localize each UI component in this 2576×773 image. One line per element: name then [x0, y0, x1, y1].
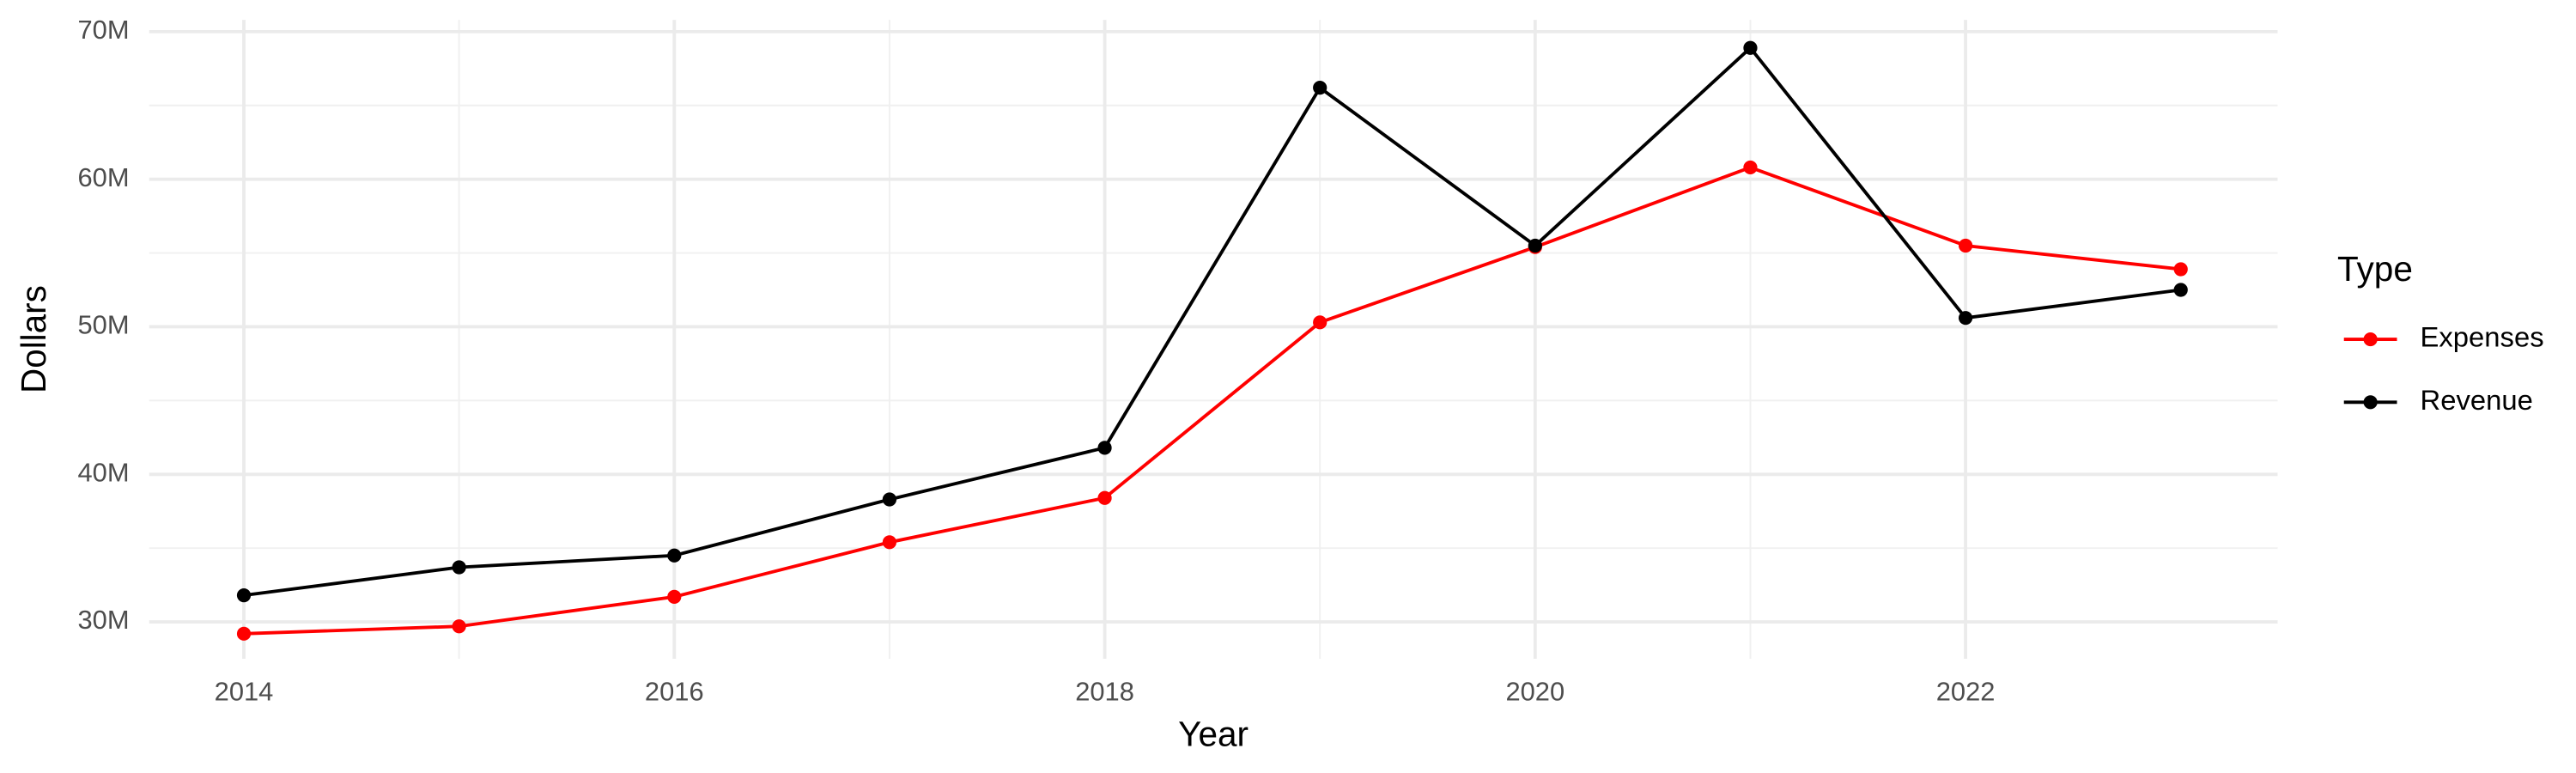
data-point [1958, 311, 1973, 326]
series-line [243, 45, 2181, 598]
data-point [452, 619, 466, 634]
data-point [1097, 490, 1112, 505]
data-point [882, 492, 897, 507]
x-tick-label: 2014 [215, 677, 274, 707]
y-tick-label: 50M [77, 310, 129, 340]
x-tick-label: 2016 [645, 677, 704, 707]
legend-label: Revenue [2421, 384, 2533, 416]
data-point [1313, 81, 1327, 95]
data-point [2173, 262, 2188, 277]
x-tick-label: 2018 [1075, 677, 1134, 707]
x-tick-label: 2022 [1936, 677, 1996, 707]
data-point [1528, 238, 1542, 253]
data-point [1743, 160, 1758, 175]
data-point [667, 548, 682, 563]
x-axis-title: Year [1178, 714, 1249, 753]
data-point [1743, 40, 1758, 55]
data-point [882, 535, 897, 550]
data-point [1313, 315, 1327, 330]
y-axis-title: Dollars [14, 285, 53, 393]
series-line [243, 165, 2181, 636]
legend-label: Expenses [2421, 321, 2544, 353]
data-point [2173, 283, 2188, 297]
legend-title: Type [2337, 249, 2413, 289]
legend-key-point [2363, 332, 2378, 347]
data-point [236, 626, 252, 641]
data-point [667, 589, 682, 604]
y-tick-label: 40M [77, 457, 129, 487]
legend-key-point [2363, 395, 2378, 410]
data-point [452, 560, 466, 575]
data-point [1097, 441, 1112, 455]
y-tick-label: 70M [77, 15, 129, 45]
y-tick-label: 60M [77, 162, 129, 192]
x-tick-label: 2020 [1505, 677, 1564, 707]
data-point [1958, 238, 1973, 253]
data-point [236, 588, 252, 603]
y-tick-label: 30M [77, 605, 129, 635]
